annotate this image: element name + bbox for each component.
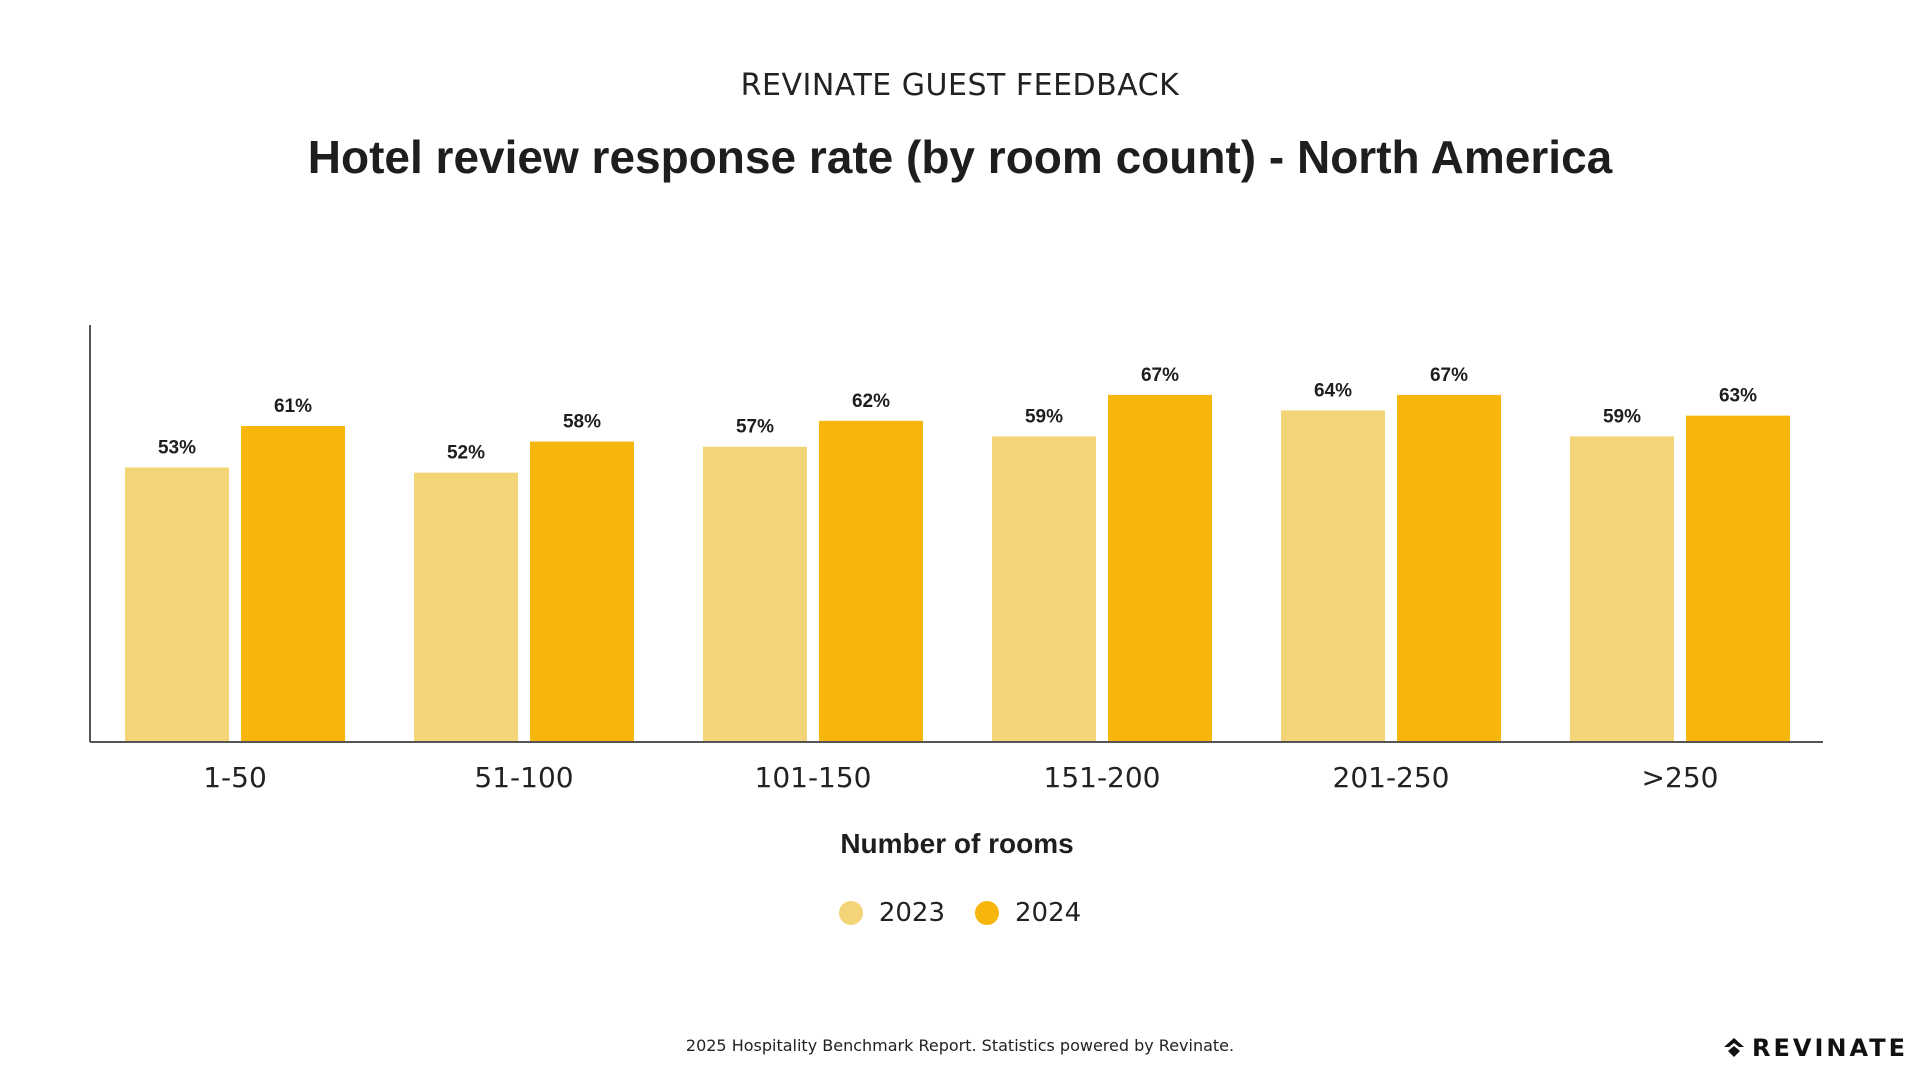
- data-label-2023-1-50: 53%: [158, 437, 196, 458]
- revinate-logo-text: REVINATE: [1752, 1034, 1908, 1062]
- bar-2023-101-150: [703, 446, 807, 742]
- bar-2024-51-100: [530, 441, 634, 742]
- x-tick-label-51-100: 51-100: [474, 761, 573, 794]
- chart-eyebrow: REVINATE GUEST FEEDBACK: [740, 68, 1180, 103]
- legend-swatch-2024: [975, 901, 999, 925]
- revinate-logo: REVINATE: [1722, 1034, 1908, 1062]
- legend-label-2023: 2023: [878, 898, 945, 928]
- bar-2023-201-250: [1281, 410, 1385, 742]
- legend-item-2023: 2023: [838, 898, 945, 928]
- x-tick-label-101-150: 101-150: [755, 761, 872, 794]
- data-label-2023-151-200: 59%: [1025, 406, 1063, 427]
- data-label-2023->250: 59%: [1603, 406, 1641, 427]
- bar-2024-201-250: [1397, 394, 1501, 742]
- revinate-mark-icon: [1724, 1038, 1745, 1057]
- bar-2023-51-100: [414, 472, 518, 742]
- data-label-2023-201-250: 64%: [1314, 380, 1352, 401]
- legend-item-2024: 2024: [975, 898, 1081, 928]
- bar-2024-1-50: [241, 426, 345, 742]
- data-label-2023-101-150: 57%: [736, 417, 774, 438]
- bar-2024-101-150: [819, 420, 923, 742]
- x-tick-label-201-250: 201-250: [1333, 761, 1450, 794]
- bar-2023-151-200: [992, 436, 1096, 742]
- data-label-2024-201-250: 67%: [1430, 365, 1468, 386]
- source-footnote: 2025 Hospitality Benchmark Report. Stati…: [685, 1036, 1235, 1055]
- data-label-2024-101-150: 62%: [852, 391, 890, 412]
- x-tick-label-151-200: 151-200: [1044, 761, 1161, 794]
- data-label-2024-1-50: 61%: [274, 396, 312, 417]
- x-tick-label->250: >250: [1642, 761, 1719, 794]
- data-label-2024->250: 63%: [1719, 386, 1757, 407]
- data-label-2024-51-100: 58%: [563, 412, 601, 433]
- data-label-2024-151-200: 67%: [1141, 365, 1179, 386]
- x-tick-label-1-50: 1-50: [203, 761, 267, 794]
- bar-2023->250: [1570, 436, 1674, 742]
- x-axis-title: Number of rooms: [840, 828, 1073, 859]
- chart-legend: 2023 2024: [0, 898, 1920, 928]
- bar-2024->250: [1686, 415, 1790, 742]
- value-labels-group: 53% 61% 52% 58% 57% 62% 59% 67% 64% 67% 59% 63%: [158, 365, 1757, 464]
- legend-label-2024: 2024: [1015, 898, 1082, 928]
- chart-title: Hotel review response rate (by room coun…: [307, 131, 1613, 183]
- bar-2024-151-200: [1108, 394, 1212, 742]
- bars-group: [125, 394, 1790, 742]
- bar-2023-1-50: [125, 467, 229, 742]
- legend-swatch-2023: [838, 901, 863, 925]
- data-label-2023-51-100: 52%: [447, 443, 485, 464]
- x-tick-labels-group: 1-50 51-100 101-150 151-200 201-250 >250: [203, 761, 1718, 794]
